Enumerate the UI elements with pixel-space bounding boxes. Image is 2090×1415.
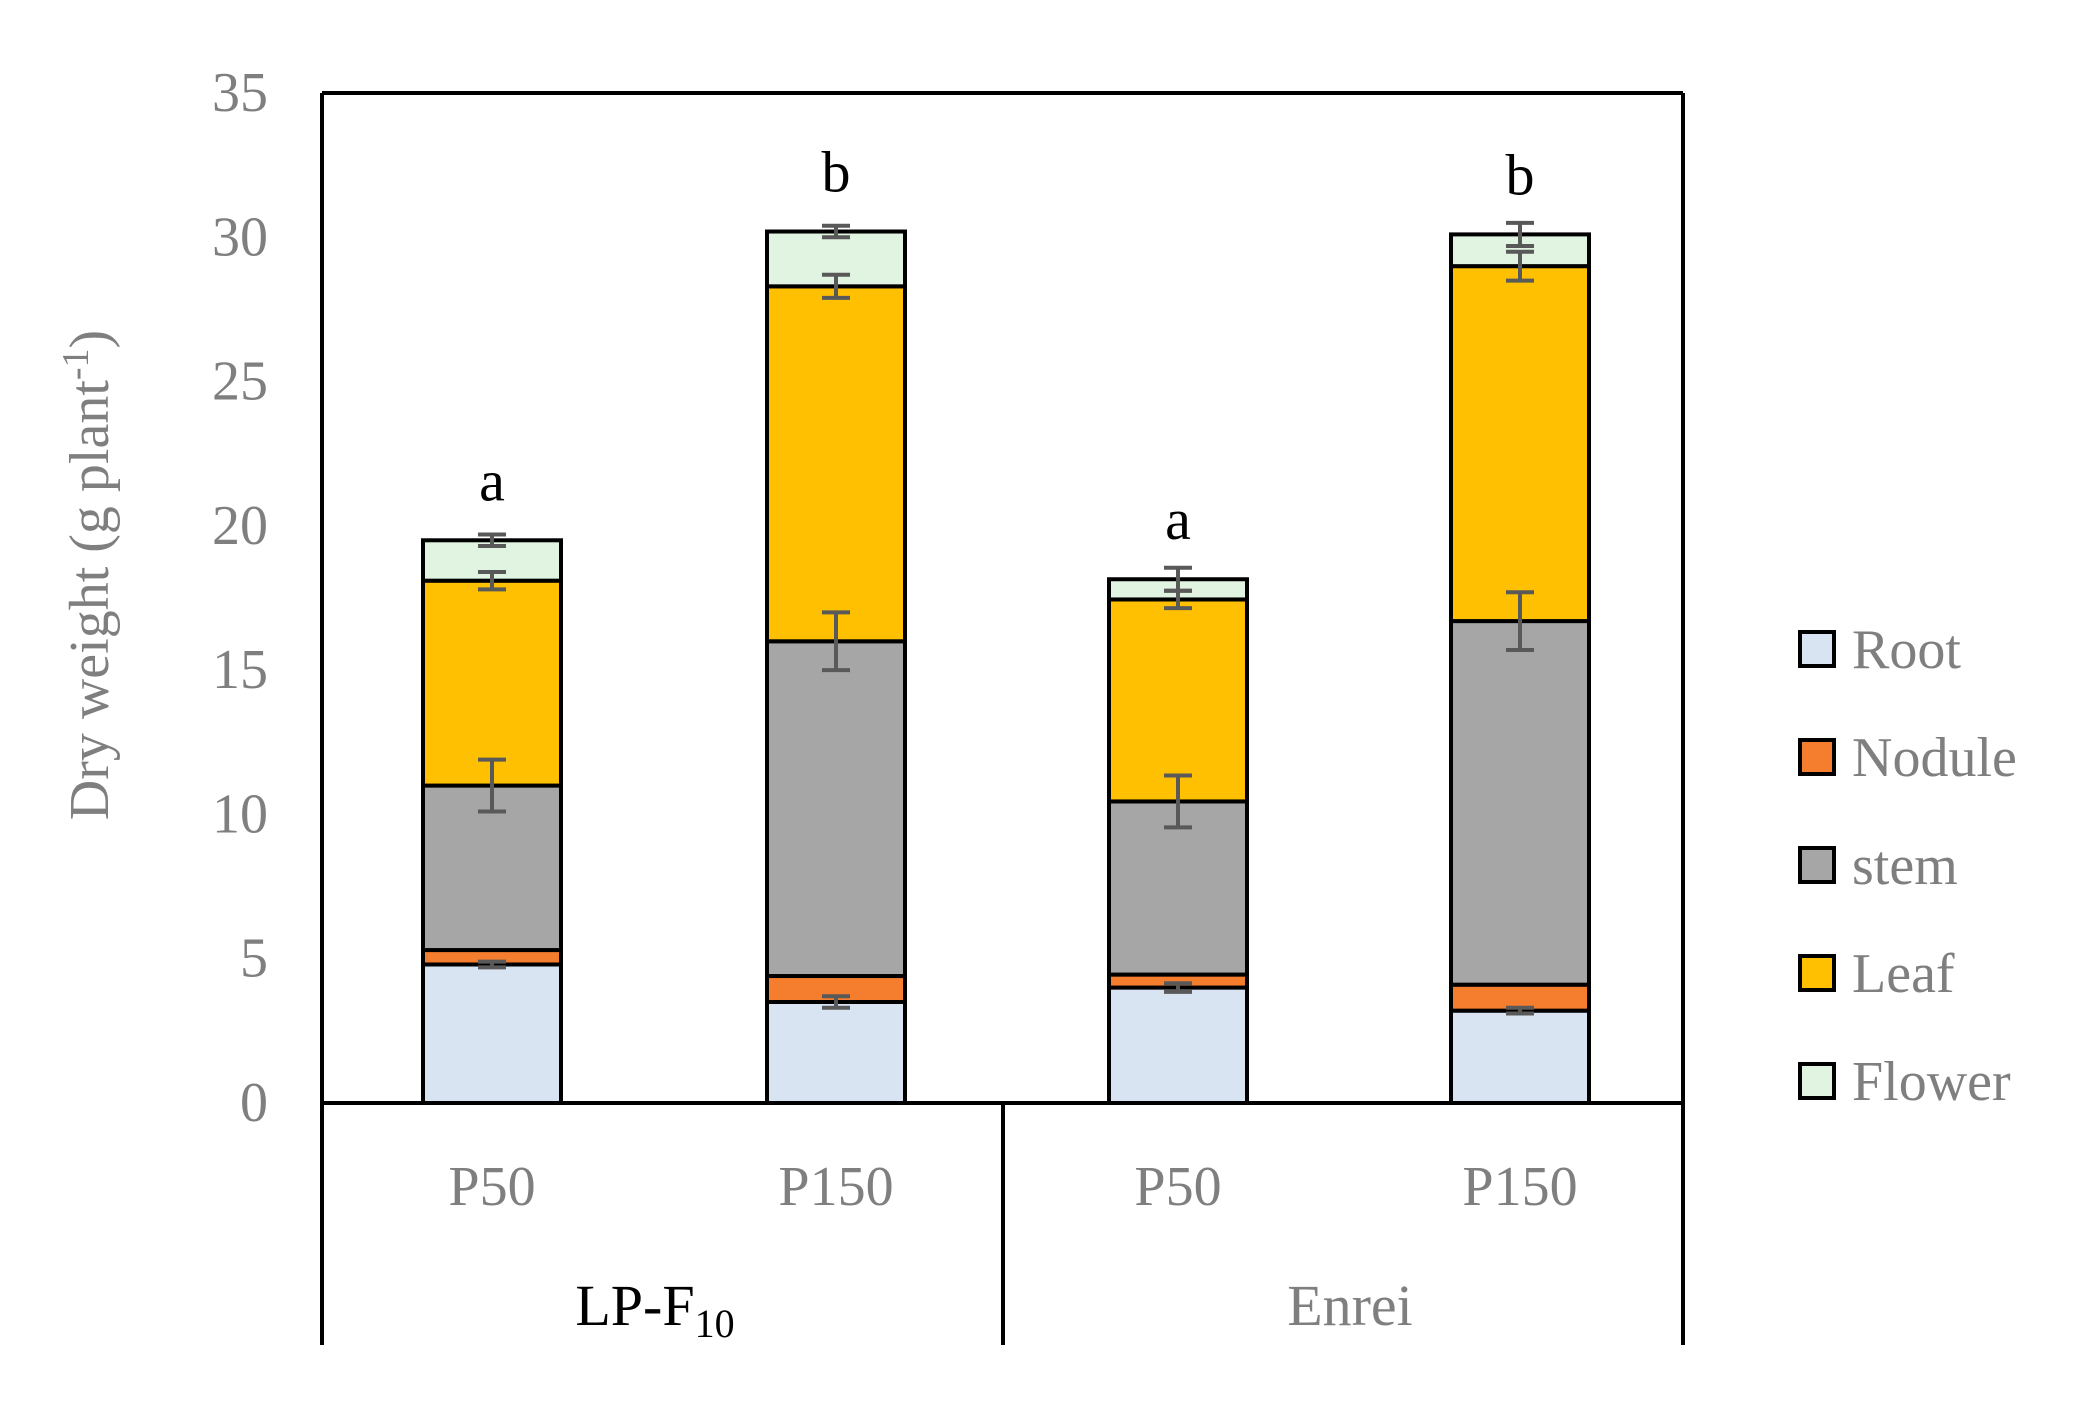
y-tick-label: 0 — [240, 1072, 268, 1134]
category-labels: P50 P150 P50 P150 — [448, 1156, 1577, 1218]
error-bar — [478, 570, 506, 592]
significance-label: a — [1165, 487, 1191, 552]
y-tick-label: 25 — [212, 351, 268, 413]
legend-swatch — [1798, 1062, 1836, 1100]
y-tick-label: 5 — [240, 928, 268, 990]
error-bar — [1164, 773, 1192, 830]
bar-segment-leaf — [765, 284, 907, 644]
legend-swatch — [1798, 954, 1836, 992]
bar-segment-root — [1107, 985, 1249, 1105]
x-tick-label: P50 — [1134, 1156, 1221, 1218]
y-tick-label: 10 — [212, 783, 268, 845]
error-bar — [1506, 1005, 1534, 1016]
legend-label: Nodule — [1852, 727, 2017, 789]
bar-segment-leaf — [1107, 597, 1249, 804]
legend: Root Nodule stem Leaf Flower — [1798, 619, 2017, 1113]
y-axis-label: Dry weight (g plant-1) — [55, 330, 121, 820]
y-axis-ticks: 0 5 10 15 20 25 30 35 — [212, 62, 268, 1134]
y-tick-label: 35 — [212, 62, 268, 124]
error-bar — [822, 994, 850, 1010]
bar-segment-nodule — [765, 974, 907, 1004]
error-bar — [1506, 220, 1534, 248]
error-bar — [1506, 590, 1534, 652]
bar-segment-leaf — [421, 578, 563, 788]
error-bar — [822, 272, 850, 300]
bar-segment-root — [765, 1000, 907, 1105]
error-bar — [478, 959, 506, 970]
x-tick-label: P50 — [448, 1156, 535, 1218]
legend-item-stem: stem — [1798, 835, 1958, 897]
legend-swatch — [1798, 846, 1836, 884]
bar-segment-leaf — [1449, 264, 1591, 624]
significance-label: b — [822, 140, 851, 205]
error-bars — [478, 220, 1534, 1016]
error-bar — [822, 223, 850, 240]
y-tick-label: 15 — [212, 639, 268, 701]
significance-labels: a b a b — [479, 140, 1534, 553]
legend-label: Root — [1852, 619, 1961, 681]
bar-segment-root — [1449, 1008, 1591, 1106]
error-bar — [478, 532, 506, 549]
y-tick-label: 30 — [212, 206, 268, 268]
error-bar — [822, 610, 850, 673]
error-bar — [478, 757, 506, 814]
bar-segment-stem — [765, 639, 907, 979]
legend-item-nodule: Nodule — [1798, 727, 2017, 789]
plot-frame — [320, 91, 1685, 1345]
legend-item-flower: Flower — [1798, 1051, 2011, 1113]
legend-label: Leaf — [1852, 943, 1955, 1005]
significance-label: a — [479, 448, 505, 513]
group-labels: LP-F10 Enrei — [575, 1273, 1412, 1346]
legend-label: Flower — [1852, 1051, 2011, 1113]
bars — [421, 229, 1591, 1106]
error-bar — [1164, 981, 1192, 994]
error-bar — [1164, 565, 1192, 593]
x-tick-label: P150 — [778, 1156, 893, 1218]
group-label: LP-F10 — [575, 1273, 734, 1346]
significance-label: b — [1506, 142, 1535, 207]
group-label: Enrei — [1287, 1273, 1413, 1338]
legend-swatch — [1798, 738, 1836, 776]
legend-item-leaf: Leaf — [1798, 943, 1955, 1005]
error-bar — [1506, 249, 1534, 283]
legend-swatch — [1798, 630, 1836, 668]
bar-segment-root — [421, 962, 563, 1105]
y-tick-label: 20 — [212, 495, 268, 557]
bar-segment-stem — [1449, 619, 1591, 987]
legend-label: stem — [1852, 835, 1958, 897]
x-tick-label: P150 — [1462, 1156, 1577, 1218]
legend-item-root: Root — [1798, 619, 1961, 681]
